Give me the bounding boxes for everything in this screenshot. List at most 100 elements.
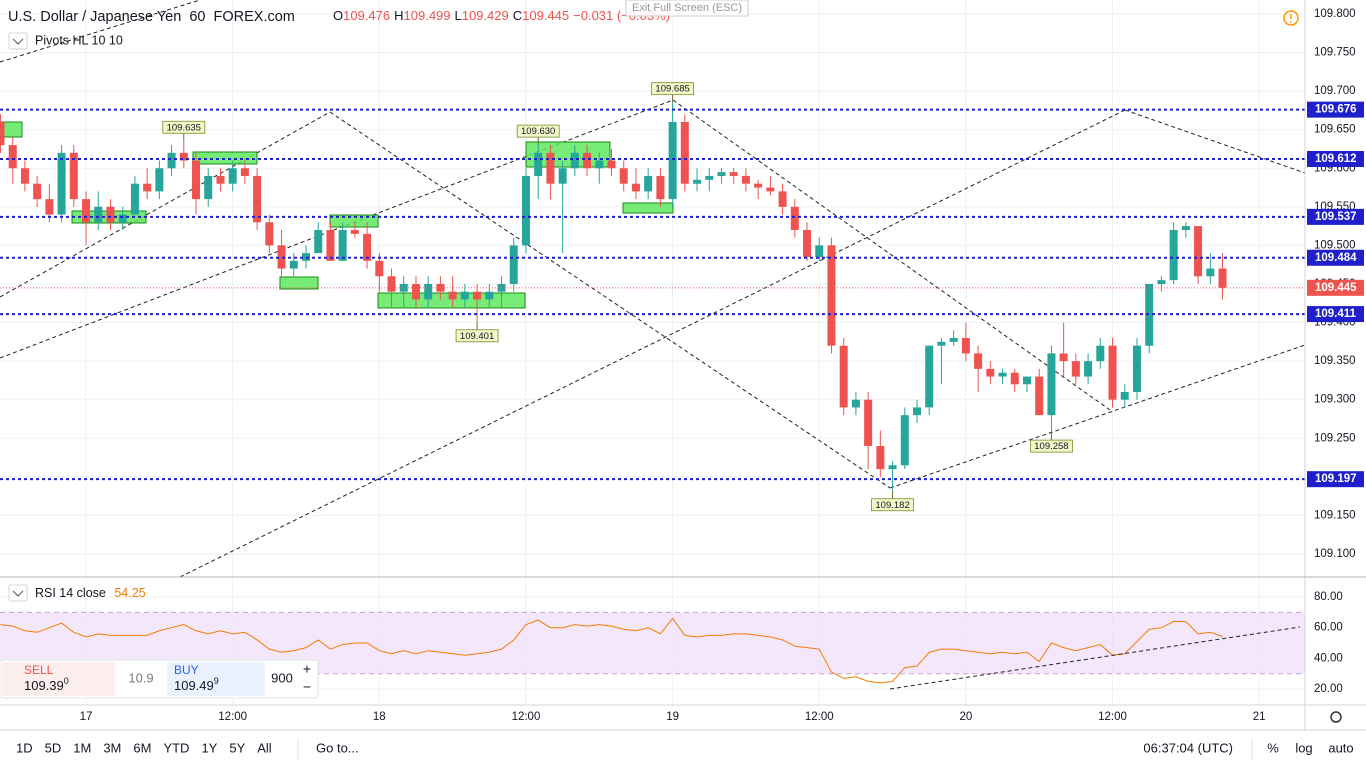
y-tick-label: 109.800 — [1314, 8, 1356, 20]
candle-body — [20, 168, 29, 184]
rsi-name: RSI 14 close — [35, 586, 106, 600]
candle-body — [595, 160, 604, 169]
pivot-label: 109.401 — [460, 331, 494, 342]
pivot-label-box — [162, 120, 206, 134]
candle-body — [546, 152, 555, 184]
candle-body — [1071, 361, 1080, 377]
sell-label[interactable]: SELL — [24, 663, 54, 677]
candle-body — [693, 179, 702, 184]
buy-price[interactable]: 109.499 — [174, 676, 219, 693]
settings-icon[interactable] — [1330, 711, 1342, 723]
trend-line — [329, 111, 891, 489]
candle-body — [167, 152, 176, 169]
candle-body — [1047, 353, 1056, 416]
range-button[interactable]: 5D — [45, 740, 62, 755]
candle-body — [106, 206, 115, 223]
collapse-button[interactable] — [8, 584, 28, 602]
alert-icon[interactable] — [1283, 10, 1299, 26]
candle-body — [350, 229, 359, 234]
candle-body — [130, 183, 139, 215]
candle-body — [644, 175, 653, 192]
candle-body — [69, 152, 78, 200]
candle-body — [301, 253, 310, 261]
x-tick-label: 12:00 — [1098, 711, 1127, 723]
pivot-label: 109.630 — [521, 126, 555, 137]
range-button[interactable]: 1Y — [201, 740, 217, 755]
candle-body — [424, 283, 433, 300]
candle-body — [1059, 353, 1068, 362]
candle-body — [399, 283, 408, 292]
pivot-level-label: 109.537 — [1315, 211, 1357, 223]
auto-button[interactable]: auto — [1328, 740, 1353, 755]
range-button[interactable]: 3M — [103, 740, 121, 755]
candle-body — [961, 337, 970, 354]
candle-body — [607, 160, 616, 169]
candle-body — [265, 222, 274, 246]
buy-button[interactable] — [167, 662, 265, 696]
log-button[interactable]: log — [1295, 740, 1312, 755]
candle-body — [1169, 229, 1178, 281]
candle-body — [754, 183, 763, 188]
candle-body — [558, 168, 567, 184]
range-button[interactable]: 5Y — [229, 740, 245, 755]
candle-body — [766, 187, 775, 192]
candle-body — [228, 168, 237, 184]
goto-button[interactable]: Go to... — [316, 740, 359, 755]
sell-price[interactable]: 109.390 — [24, 676, 69, 693]
range-button[interactable]: YTD — [163, 740, 189, 755]
pivot-label: 109.685 — [655, 84, 689, 95]
range-button[interactable]: All — [257, 740, 272, 755]
quantity[interactable]: 900 — [271, 670, 293, 685]
candle-body — [82, 199, 91, 223]
range-button[interactable]: 1D — [16, 740, 33, 755]
candle-body — [668, 121, 677, 200]
x-tick-label: 21 — [1253, 711, 1266, 723]
candle-body — [448, 291, 457, 300]
exchange: FOREX.com — [214, 9, 295, 25]
pivot-level-badge — [1307, 151, 1364, 168]
buy-label[interactable]: BUY — [174, 663, 199, 677]
quantity-plus[interactable]: + — [303, 661, 311, 677]
candle-body — [570, 152, 579, 169]
alert-icon-dot — [1290, 21, 1292, 23]
percent-button[interactable]: % — [1267, 740, 1279, 755]
x-tick-label: 12:00 — [218, 711, 247, 723]
trend-line — [0, 111, 331, 298]
range-button[interactable]: 6M — [133, 740, 151, 755]
candle-body — [192, 160, 201, 200]
range-button[interactable]: 1M — [73, 740, 91, 755]
pivot-label-box — [1030, 439, 1073, 453]
exit-fullscreen-label[interactable]: Exit Full Screen (ESC) — [632, 2, 742, 14]
y-tick-label: 109.500 — [1314, 239, 1356, 251]
y-tick-label: 109.150 — [1314, 509, 1356, 521]
candle-body — [155, 168, 164, 192]
candle-body — [473, 291, 482, 300]
candle-body — [986, 368, 995, 377]
pivot-level-label: 109.612 — [1315, 153, 1357, 165]
bottom-bar: Go to... 06:37:04 (UTC) % log auto 1D 5D 1… — [16, 738, 1354, 760]
collapse-button[interactable] — [8, 32, 28, 50]
ohlc-key: O — [333, 8, 343, 23]
sell-price-main: 109.39 — [24, 678, 64, 693]
ohlc-key: H — [394, 8, 403, 23]
candle-body — [1157, 280, 1166, 284]
candle-body — [1035, 376, 1044, 416]
candle-body — [1022, 376, 1031, 385]
sell-button[interactable] — [2, 662, 115, 696]
trend-lines — [0, 0, 1306, 578]
candle-body — [338, 229, 347, 261]
x-tick-label: 18 — [373, 711, 386, 723]
exit-fullscreen-button[interactable] — [625, 0, 749, 17]
candle-body — [179, 152, 188, 161]
candle-body — [619, 168, 628, 184]
ohlc-value: 109.429 — [462, 8, 509, 23]
pivot-level-badge — [1307, 249, 1364, 266]
indicator-label: Pivots HL 10 10 — [35, 33, 123, 47]
y-tick-label: 109.350 — [1314, 355, 1356, 367]
candle-body — [387, 276, 396, 292]
pivot-label-box — [455, 329, 499, 343]
sell-pip: 0 — [64, 676, 69, 686]
quantity-minus[interactable]: − — [303, 679, 311, 695]
last-price-badge — [1307, 279, 1364, 296]
trend-line — [672, 99, 1111, 411]
